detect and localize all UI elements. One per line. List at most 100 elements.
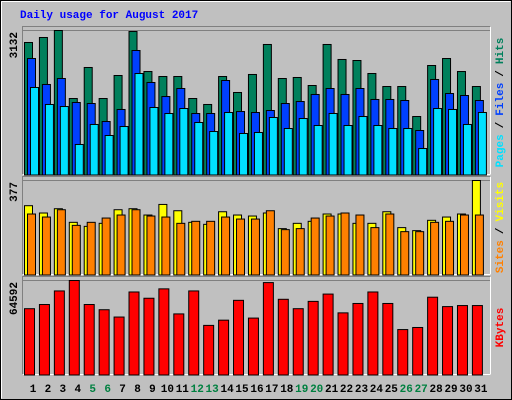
legend-separator: / <box>495 70 507 77</box>
bar <box>418 148 428 176</box>
x-tick-label: 5 <box>89 384 96 396</box>
legend-entry: KBytes <box>495 308 507 348</box>
bar <box>221 216 231 276</box>
bar <box>41 216 51 276</box>
x-tick-label: 19 <box>295 384 308 396</box>
x-tick-label: 26 <box>400 384 413 396</box>
x-tick-label: 21 <box>325 384 339 396</box>
bar <box>203 324 215 376</box>
legend-separator: / <box>495 121 507 128</box>
bar <box>442 306 454 376</box>
bar <box>298 118 308 176</box>
bar <box>474 214 484 276</box>
bar <box>188 290 200 376</box>
x-tick-label: 20 <box>310 384 323 396</box>
bar <box>44 103 54 176</box>
bar <box>113 316 125 376</box>
bar <box>427 296 439 376</box>
legend: Pages / Files / Hits <box>495 38 507 168</box>
bar <box>119 126 129 176</box>
bar <box>313 125 323 176</box>
bar <box>173 313 185 376</box>
bar <box>292 308 304 376</box>
bar <box>158 288 170 376</box>
x-tick-label: 30 <box>459 384 472 396</box>
bar <box>131 209 141 276</box>
bar <box>128 291 140 376</box>
x-tick-label: 11 <box>176 384 190 396</box>
legend: KBytes <box>495 308 507 348</box>
x-tick-label: 15 <box>235 384 249 396</box>
x-tick-label: 13 <box>206 384 220 396</box>
bar <box>253 131 263 176</box>
x-tick-label: 14 <box>220 384 234 396</box>
x-tick-label: 29 <box>444 384 457 396</box>
bar <box>38 304 50 376</box>
bar <box>56 209 66 276</box>
bar <box>265 210 275 276</box>
x-tick-label: 17 <box>265 384 278 396</box>
x-tick-label: 6 <box>104 384 111 396</box>
bar <box>250 218 260 276</box>
bar <box>236 218 246 276</box>
bar <box>307 300 319 376</box>
x-tick-label: 28 <box>430 384 444 396</box>
bar <box>194 121 204 176</box>
bar <box>400 231 410 276</box>
bar <box>149 106 159 176</box>
bar <box>337 312 349 376</box>
bar <box>98 309 110 376</box>
bar <box>412 326 424 376</box>
bar <box>430 221 440 276</box>
bar <box>415 231 425 276</box>
x-tick-label: 24 <box>370 384 384 396</box>
x-tick-label: 4 <box>74 384 81 396</box>
legend-entry: Sites <box>495 240 507 273</box>
bar <box>86 221 96 276</box>
x-tick-label: 23 <box>355 384 369 396</box>
x-tick-label: 27 <box>415 384 428 396</box>
x-tick-label: 16 <box>250 384 263 396</box>
bar <box>325 215 335 276</box>
x-tick-label: 31 <box>474 384 488 396</box>
bar <box>295 228 305 276</box>
x-tick-label: 3 <box>60 384 67 396</box>
legend-entry: Pages <box>495 134 507 167</box>
legend-entry: Files <box>495 83 507 116</box>
bar <box>146 215 156 276</box>
bar <box>382 302 394 376</box>
legend: Sites / Visits <box>495 182 507 273</box>
bar <box>268 116 278 176</box>
bar <box>367 291 379 376</box>
bar <box>161 216 171 276</box>
x-tick-label: 25 <box>385 384 399 396</box>
bar <box>445 220 455 276</box>
x-tick-label: 12 <box>191 384 204 396</box>
legend-entry: Hits <box>495 38 507 64</box>
bar <box>310 217 320 276</box>
bar <box>71 224 81 276</box>
bar <box>89 123 99 176</box>
bar <box>471 305 483 376</box>
bar <box>218 319 230 376</box>
bar <box>373 125 383 176</box>
bar <box>24 308 35 376</box>
bar <box>176 222 186 276</box>
bar <box>30 86 39 176</box>
bar <box>322 293 334 376</box>
bar <box>462 123 472 176</box>
bar <box>27 213 36 276</box>
bar <box>283 128 293 176</box>
bar <box>239 133 249 176</box>
y-tick-label: 64592 <box>9 282 21 315</box>
bar <box>388 128 398 176</box>
bar <box>206 220 216 276</box>
bar <box>74 143 84 176</box>
bar <box>397 329 409 376</box>
bar <box>328 113 338 176</box>
bar <box>101 217 111 276</box>
bar <box>459 214 469 276</box>
chart-title: Daily usage for August 2017 <box>20 10 198 22</box>
y-tick-label: 3132 <box>9 32 21 58</box>
